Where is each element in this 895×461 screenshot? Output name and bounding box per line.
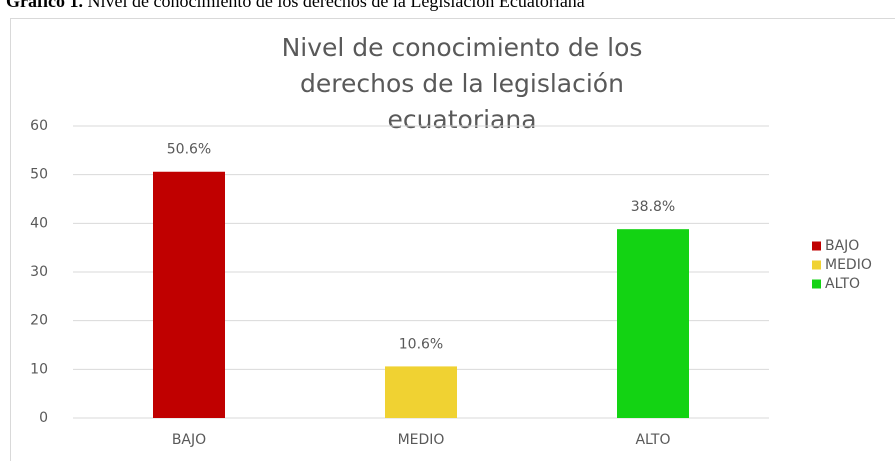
y-tick-label: 30 — [30, 264, 48, 280]
y-tick-label: 0 — [39, 410, 48, 426]
legend-label: ALTO — [825, 276, 860, 292]
bar — [153, 171, 225, 418]
legend-swatch — [812, 260, 821, 270]
legend-label: MEDIO — [825, 257, 872, 273]
chart-title: Nivel de conocimiento de los derechos de… — [281, 33, 643, 134]
x-tick-label: BAJO — [172, 432, 206, 448]
legend-label: BAJO — [825, 238, 859, 254]
legend-swatch — [812, 279, 821, 289]
bar — [617, 229, 689, 418]
y-tick-label: 40 — [30, 215, 48, 231]
bar — [385, 366, 457, 418]
data-label: 50.6% — [167, 142, 211, 158]
y-tick-label: 50 — [30, 167, 48, 183]
y-tick-label: 10 — [30, 361, 48, 377]
figure-caption: Gráfico 1. Nivel de conocimiento de los … — [6, 0, 585, 12]
chart-frame — [10, 18, 895, 461]
x-tick-label: ALTO — [635, 432, 670, 448]
data-label: 10.6% — [399, 336, 443, 352]
caption-label: Gráfico 1. — [6, 0, 83, 11]
caption-text: Nivel de conocimiento de los derechos de… — [87, 0, 585, 11]
y-tick-label: 20 — [30, 313, 48, 329]
x-tick-label: MEDIO — [398, 432, 445, 448]
legend-swatch — [812, 241, 821, 251]
data-label: 38.8% — [631, 199, 675, 215]
y-tick-label: 60 — [30, 118, 48, 134]
